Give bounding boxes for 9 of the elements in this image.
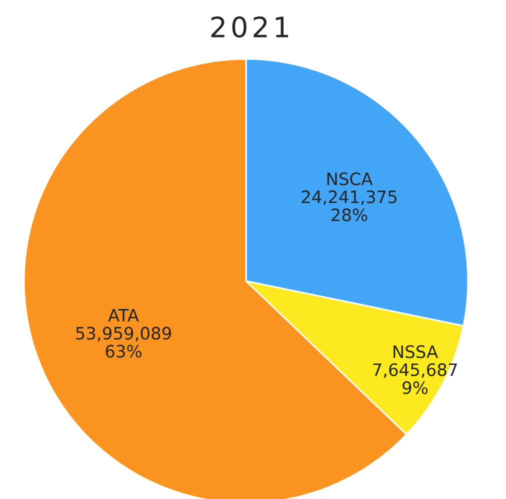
slice-label: NSSA	[394, 345, 438, 358]
text: 28%	[332, 208, 368, 222]
text: 63%	[106, 344, 142, 358]
text: 9%	[402, 381, 428, 394]
slice-label: NSCA	[327, 172, 373, 186]
chart-title: 2021	[211, 16, 288, 38]
data-label: 24,241,375	[302, 190, 396, 206]
slice-label: ATA	[108, 309, 139, 322]
data-label: 53,959,089	[76, 326, 171, 342]
